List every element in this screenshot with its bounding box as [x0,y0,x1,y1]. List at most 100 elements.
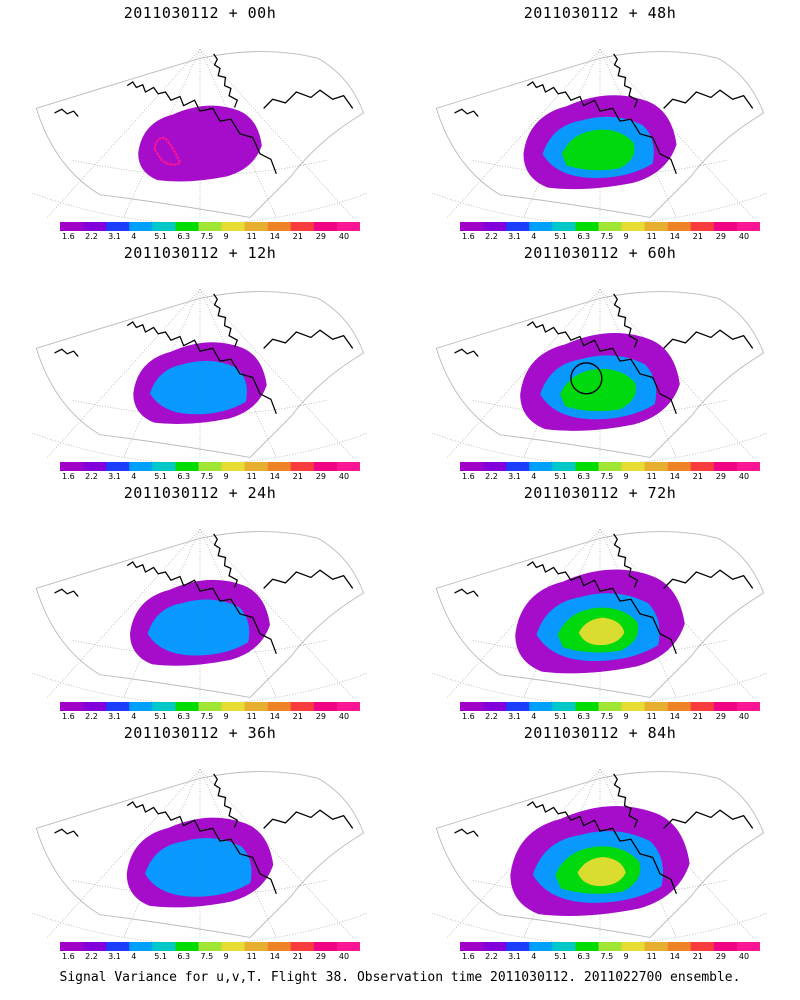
colorbar-swatch [290,942,315,951]
colorbar-label: 21 [693,952,703,960]
colorbar-label: 5.1 [154,712,167,720]
colorbar-label: 9 [224,712,229,720]
colorbar-label: 7.5 [600,232,613,240]
colorbar-swatch [244,702,269,711]
map-panel-0h: 2011030112 + 00h 1.6 2.2 3.1 4 5.1 6.3 7.5 9 11 14… [0,0,400,240]
colorbar-label: 4 [531,472,536,480]
colorbar-label: 4 [131,952,136,960]
colorbar-swatch [598,702,623,711]
colorbar-label: 6.3 [577,712,590,720]
colorbar-swatch [690,702,715,711]
coastline [54,588,79,597]
variance-region [145,838,252,897]
colorbar: 1.6 2.2 3.1 4 5.1 6.3 7.5 9 11 14 21 29 40 [60,702,360,720]
colorbar-swatch [106,222,130,231]
coastline [54,828,79,837]
colorbar-label: 2.2 [485,472,498,480]
colorbar-label: 11 [247,232,257,240]
colorbar-swatch [267,222,292,231]
colorbar-label: 1.6 [62,472,75,480]
coastline [663,809,754,829]
coastline [663,329,754,349]
colorbar-swatch [529,222,553,231]
colorbar-label: 6.3 [177,712,190,720]
colorbar-swatch [175,942,199,951]
colorbar-swatch [575,462,599,471]
coastline [613,53,639,108]
colorbar-swatch [129,462,153,471]
colorbar-swatch [221,942,246,951]
colorbar-swatch [690,222,715,231]
colorbar-swatch [60,942,84,951]
signal-variance-map [431,769,769,942]
colorbar-swatch [598,462,623,471]
panel-title: 2011030112 + 72h [523,484,677,502]
colorbar: 1.6 2.2 3.1 4 5.1 6.3 7.5 9 11 14 21 29 40 [60,942,360,960]
colorbar-label: 6.3 [577,232,590,240]
variance-region [147,599,250,656]
coastline [526,801,677,895]
signal-variance-map [431,529,769,702]
colorbar-label: 2.2 [85,232,98,240]
colorbar-label: 9 [224,472,229,480]
colorbar-swatch [129,702,153,711]
panel-title: 2011030112 + 48h [523,4,677,22]
colorbar-swatch [644,942,669,951]
colorbar-swatch [713,222,738,231]
coastline [613,773,639,828]
colorbar-label: 40 [339,952,349,960]
map-panel-36h: 2011030112 + 36h 1.6 2.2 3.1 4 5.1 6.3 7.5 9 11 14… [0,720,400,960]
variance-region [560,368,636,412]
colorbar-label: 9 [624,712,629,720]
colorbar-label: 1.6 [62,952,75,960]
colorbar-swatch [313,942,338,951]
colorbar-swatch [336,942,360,951]
colorbar-swatch [736,462,760,471]
colorbar-swatch [336,462,360,471]
colorbar-label: 1.6 [62,232,75,240]
colorbar-swatch [152,462,176,471]
colorbar-swatch [483,222,507,231]
colorbar-swatch [483,462,507,471]
panel-title: 2011030112 + 24h [123,484,277,502]
colorbar-swatch [244,942,269,951]
colorbar-swatch [83,942,107,951]
colorbar-label: 6.3 [177,232,190,240]
colorbar-label: 4 [131,232,136,240]
colorbar-label: 9 [624,232,629,240]
colorbar-swatch [336,702,360,711]
colorbar-swatch [552,702,576,711]
signal-variance-map [431,49,769,222]
colorbar-label: 1.6 [462,952,475,960]
coastline [126,321,277,415]
colorbar-swatch [175,462,199,471]
colorbar-label: 3.1 [508,232,521,240]
colorbar-label: 5.1 [554,472,567,480]
colorbar-label: 14 [670,232,680,240]
colorbar-label: 21 [693,712,703,720]
colorbar-label: 29 [316,952,326,960]
colorbar-label: 4 [531,712,536,720]
colorbar-label: 1.6 [462,712,475,720]
panel-title: 2011030112 + 60h [523,244,677,262]
colorbar-swatch [83,462,107,471]
colorbar-label: 29 [716,232,726,240]
colorbar-swatch [690,942,715,951]
colorbar-label: 2.2 [85,712,98,720]
colorbar-label: 11 [647,472,657,480]
map-panel-12h: 2011030112 + 12h 1.6 2.2 3.1 4 5.1 6.3 7.5 9 11 14… [0,240,400,480]
colorbar-label: 29 [716,712,726,720]
colorbar-swatch [621,942,646,951]
colorbar-label: 11 [647,232,657,240]
coastline [663,569,754,589]
colorbar-label: 14 [670,712,680,720]
coastline [613,293,639,348]
colorbar-label: 5.1 [554,952,567,960]
colorbar-label: 21 [293,952,303,960]
colorbar-label: 2.2 [485,952,498,960]
colorbar-swatch [152,222,176,231]
coastline [263,569,354,589]
colorbar-swatch [244,462,269,471]
colorbar-swatch [152,942,176,951]
colorbar-swatch [244,222,269,231]
